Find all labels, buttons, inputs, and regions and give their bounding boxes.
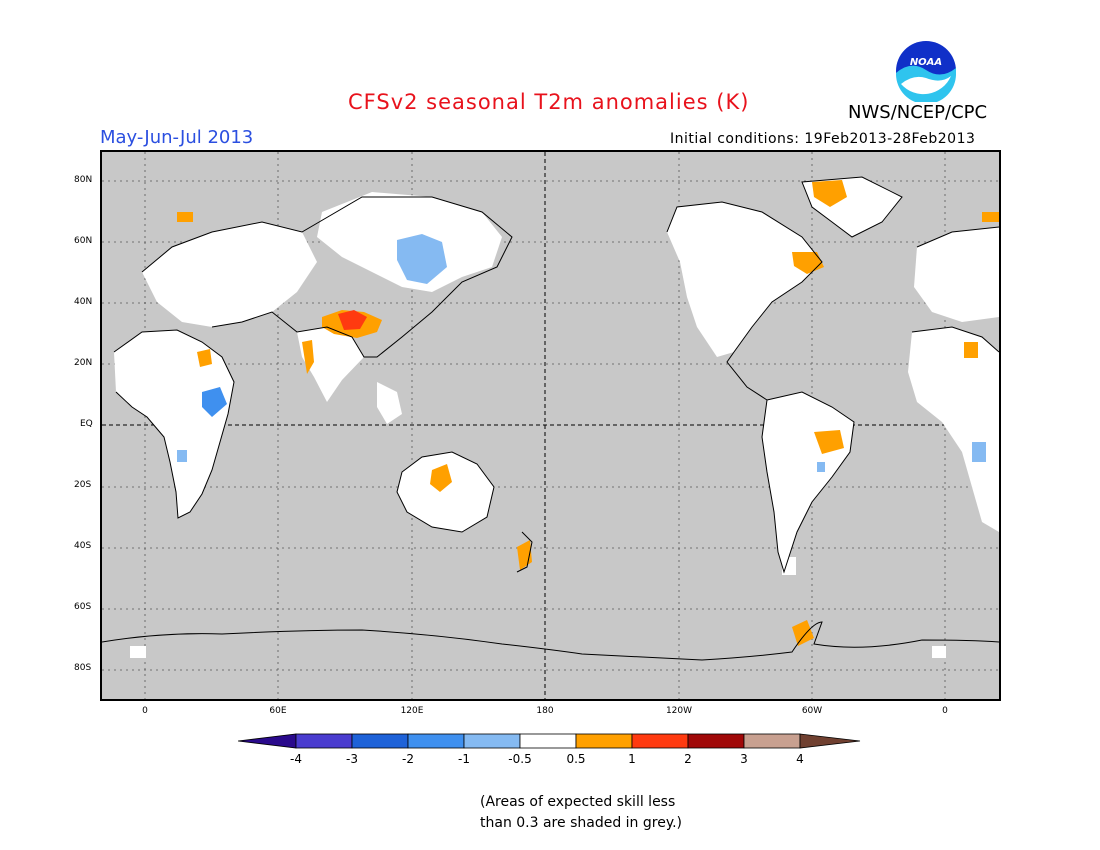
- lon-tick-0-east: 0: [942, 706, 948, 716]
- skill-areas: [114, 177, 999, 658]
- lat-tick-40n: 40N: [74, 297, 93, 307]
- lat-tick-60s: 60S: [74, 602, 92, 612]
- colorbar-arrow-high: [799, 733, 861, 749]
- cool-anomalies: [177, 234, 986, 472]
- colorbar-label: -1: [458, 752, 470, 766]
- lat-tick-eq: EQ: [80, 419, 93, 429]
- colorbar-bin: [407, 733, 465, 749]
- lon-tick-60e: 60E: [269, 706, 287, 716]
- colorbar: [238, 733, 861, 749]
- lat-tick-20n: 20N: [74, 358, 93, 368]
- lon-tick-120e: 120E: [400, 706, 424, 716]
- colorbar-label: -4: [290, 752, 302, 766]
- colorbar-label: 4: [796, 752, 804, 766]
- colorbar-arrow-low: [238, 733, 297, 749]
- colorbar-bin: [631, 733, 689, 749]
- coastlines: [102, 176, 999, 661]
- colorbar-bin: [575, 733, 633, 749]
- forecast-period: May-Jun-Jul 2013: [100, 127, 254, 148]
- colorbar-label: -2: [402, 752, 414, 766]
- lat-tick-80s: 80S: [74, 663, 92, 673]
- logo-text: NOAA: [910, 57, 942, 68]
- colorbar-bin: [743, 733, 801, 749]
- anomaly-map: [100, 150, 1001, 701]
- colorbar-label: 3: [740, 752, 748, 766]
- lon-tick-60w: 60W: [801, 706, 823, 716]
- lon-tick-120w: 120W: [665, 706, 693, 716]
- colorbar-bin: [463, 733, 521, 749]
- noaa-logo: NOAA: [896, 41, 956, 102]
- skill-footnote: (Areas of expected skill less than 0.3 a…: [480, 792, 682, 834]
- colorbar-label: -3: [346, 752, 358, 766]
- colorbar-label: 2: [684, 752, 692, 766]
- lon-tick-0: 0: [142, 706, 148, 716]
- reference-lines: [102, 152, 999, 699]
- initial-conditions: Initial conditions: 19Feb2013-28Feb2013: [670, 131, 976, 147]
- footnote-line-2: than 0.3 are shaded in grey.): [480, 815, 683, 831]
- colorbar-bin: [519, 733, 577, 749]
- lat-tick-60n: 60N: [74, 236, 93, 246]
- map-canvas: [102, 152, 999, 699]
- footnote-line-1: (Areas of expected skill less: [480, 794, 676, 810]
- colorbar-bin: [351, 733, 409, 749]
- colorbar-label: 1: [628, 752, 636, 766]
- lat-tick-40s: 40S: [74, 541, 92, 551]
- agency-label: NWS/NCEP/CPC: [848, 102, 988, 123]
- colorbar-label: 0.5: [566, 752, 586, 766]
- lon-tick-180: 180: [536, 706, 554, 716]
- lat-tick-80n: 80N: [74, 175, 93, 185]
- colorbar-bin: [687, 733, 745, 749]
- map-title: CFSv2 seasonal T2m anomalies (K): [348, 90, 750, 114]
- colorbar-label: -0.5: [508, 752, 532, 766]
- lat-tick-20s: 20S: [74, 480, 92, 490]
- colorbar-bin: [295, 733, 353, 749]
